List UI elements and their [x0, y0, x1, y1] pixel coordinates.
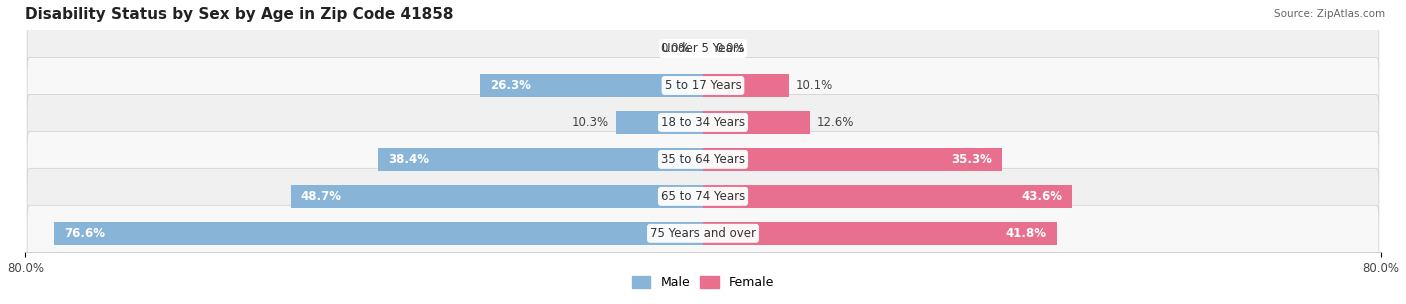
Bar	[378, 148, 703, 171]
Text: 43.6%: 43.6%	[1021, 190, 1062, 203]
FancyBboxPatch shape	[27, 94, 1379, 150]
Text: 76.6%: 76.6%	[65, 227, 105, 240]
Text: 18 to 34 Years: 18 to 34 Years	[661, 116, 745, 129]
Bar	[703, 111, 810, 134]
Bar	[481, 74, 703, 97]
Text: 75 Years and over: 75 Years and over	[650, 227, 756, 240]
Text: 0.0%: 0.0%	[661, 42, 690, 55]
FancyBboxPatch shape	[27, 20, 1379, 77]
Text: 10.1%: 10.1%	[796, 79, 832, 92]
Bar	[703, 185, 1073, 208]
Text: 35 to 64 Years: 35 to 64 Years	[661, 153, 745, 166]
FancyBboxPatch shape	[27, 57, 1379, 114]
Text: 10.3%: 10.3%	[572, 116, 609, 129]
Text: 48.7%: 48.7%	[301, 190, 342, 203]
FancyBboxPatch shape	[27, 205, 1379, 261]
Bar	[703, 222, 1057, 245]
Text: Disability Status by Sex by Age in Zip Code 41858: Disability Status by Sex by Age in Zip C…	[25, 7, 454, 22]
Text: 38.4%: 38.4%	[388, 153, 429, 166]
Text: Source: ZipAtlas.com: Source: ZipAtlas.com	[1274, 9, 1385, 19]
Text: 41.8%: 41.8%	[1005, 227, 1047, 240]
Text: 35.3%: 35.3%	[950, 153, 991, 166]
Text: 26.3%: 26.3%	[491, 79, 531, 92]
Bar	[703, 148, 1002, 171]
Bar	[291, 185, 703, 208]
Text: 12.6%: 12.6%	[817, 116, 853, 129]
Bar	[55, 222, 703, 245]
Bar	[616, 111, 703, 134]
Text: 5 to 17 Years: 5 to 17 Years	[665, 79, 741, 92]
FancyBboxPatch shape	[27, 168, 1379, 224]
Legend: Male, Female: Male, Female	[627, 271, 779, 294]
Text: 65 to 74 Years: 65 to 74 Years	[661, 190, 745, 203]
FancyBboxPatch shape	[27, 131, 1379, 188]
Text: 0.0%: 0.0%	[716, 42, 745, 55]
Text: Under 5 Years: Under 5 Years	[662, 42, 744, 55]
Bar	[703, 74, 789, 97]
